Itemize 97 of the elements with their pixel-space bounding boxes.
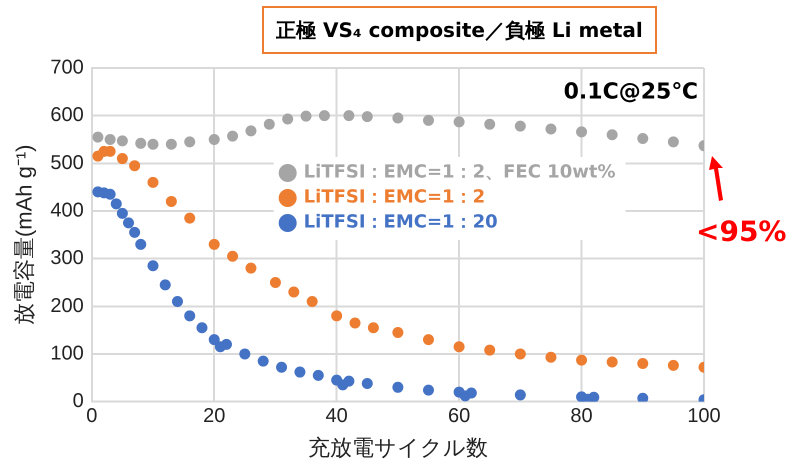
x-axis-title: 充放電サイクル数 [308, 434, 488, 460]
annotation: <95% [696, 214, 786, 248]
point [116, 208, 128, 219]
y-tick-label: 300 [50, 247, 84, 270]
point [92, 132, 104, 143]
point [545, 124, 556, 134]
point [637, 392, 648, 402]
x-tick-label: 40 [326, 405, 348, 428]
point [245, 262, 256, 274]
point [362, 378, 373, 389]
y-tick-label: 400 [50, 199, 84, 222]
point [368, 322, 379, 334]
x-tick-label: 60 [448, 405, 470, 428]
point [196, 322, 208, 334]
point [545, 352, 556, 363]
point [514, 120, 526, 132]
point [116, 153, 128, 164]
point [306, 296, 318, 308]
point [147, 138, 158, 150]
y-tick-label: 500 [50, 152, 84, 174]
point [258, 356, 269, 367]
point [454, 341, 465, 352]
point [484, 118, 496, 130]
point [276, 362, 288, 373]
point [104, 188, 116, 200]
point [288, 286, 300, 298]
point [104, 134, 116, 145]
point [110, 198, 122, 210]
chart-title: 正極 VS₄ composite／負極 Li metal [262, 6, 657, 54]
point [147, 176, 158, 188]
legend-label: LiTFSI：EMC=1：20 [304, 212, 498, 233]
point [160, 279, 171, 290]
y-axis-title: 放電容量(mAh g⁻¹) [11, 144, 36, 326]
point [166, 138, 177, 150]
y-tick-label: 0 [72, 390, 84, 412]
point [208, 238, 220, 250]
y-tick-label: 100 [50, 342, 84, 364]
point [668, 360, 679, 371]
point [576, 354, 588, 366]
point [172, 296, 183, 308]
annotation: 0.1C@25℃ [564, 80, 698, 105]
point [484, 344, 496, 356]
point [668, 136, 679, 148]
point [123, 217, 134, 228]
point [343, 110, 354, 122]
point [312, 370, 324, 381]
point [606, 356, 618, 368]
point [422, 384, 434, 396]
point [166, 196, 177, 207]
point [135, 238, 146, 250]
legend-label: LiTFSI：EMC=1：2、FEC 10wt% [304, 162, 616, 183]
point [135, 138, 146, 149]
point [270, 276, 281, 288]
point [227, 130, 238, 142]
point [129, 226, 140, 238]
point [227, 250, 238, 262]
point [514, 389, 526, 400]
point [220, 338, 232, 350]
point [318, 110, 330, 122]
point [184, 136, 196, 148]
point [514, 348, 526, 360]
y-tick-label: 700 [50, 56, 84, 79]
legend-label: LiTFSI：EMC=1：2 [304, 186, 486, 208]
point [300, 110, 312, 122]
point [392, 382, 404, 393]
point [588, 392, 600, 402]
point [606, 129, 618, 140]
point [576, 126, 588, 138]
point [245, 125, 256, 136]
y-tick-label: 200 [50, 294, 84, 317]
point [184, 310, 196, 322]
point [264, 118, 275, 130]
point [239, 348, 250, 360]
point [392, 112, 404, 124]
x-tick-label: 80 [570, 405, 593, 428]
point [637, 133, 648, 144]
point [331, 310, 342, 322]
point [466, 388, 477, 399]
point [116, 135, 128, 146]
point [392, 326, 404, 338]
point [282, 113, 294, 124]
point [637, 358, 648, 369]
point [422, 114, 434, 126]
point [343, 376, 354, 387]
point [208, 334, 220, 346]
y-tick-label: 600 [50, 104, 84, 126]
point [422, 334, 434, 346]
point [294, 366, 306, 378]
point [184, 212, 196, 224]
point [454, 116, 465, 128]
point [350, 317, 361, 328]
point [362, 111, 373, 122]
point [129, 160, 140, 172]
point [208, 134, 220, 145]
x-tick-label: 20 [203, 405, 226, 428]
x-tick-label: 100 [687, 405, 721, 428]
point [147, 260, 158, 272]
